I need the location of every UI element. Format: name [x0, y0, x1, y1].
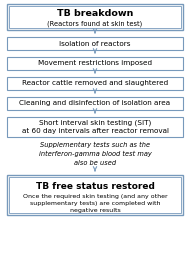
Text: Short interval skin testing (SIT)
at 60 day intervals after reactor removal: Short interval skin testing (SIT) at 60 … [21, 120, 169, 134]
Text: Cleaning and disinfection of isolation area: Cleaning and disinfection of isolation a… [19, 100, 171, 107]
Bar [7, 77, 183, 90]
Bar [7, 97, 183, 110]
Bar [7, 37, 183, 50]
Text: TB free status restored: TB free status restored [36, 182, 154, 191]
Bar [7, 4, 183, 30]
Text: Reactor cattle removed and slaughtered: Reactor cattle removed and slaughtered [22, 81, 168, 86]
Bar [7, 117, 183, 137]
Text: (Reactors found at skin test): (Reactors found at skin test) [47, 20, 143, 27]
Bar [9, 6, 181, 28]
Bar [7, 57, 183, 70]
Text: Isolation of reactors: Isolation of reactors [59, 41, 131, 46]
Text: Movement restrictions imposed: Movement restrictions imposed [38, 60, 152, 67]
Text: Once the required skin testing (and any other
supplementary tests) are completed: Once the required skin testing (and any … [23, 194, 167, 213]
Text: Supplementary tests such as the
interferon-gamma blood test may
also be used: Supplementary tests such as the interfer… [39, 142, 151, 166]
Bar [7, 175, 183, 215]
Bar [9, 177, 181, 213]
Text: TB breakdown: TB breakdown [57, 9, 133, 18]
